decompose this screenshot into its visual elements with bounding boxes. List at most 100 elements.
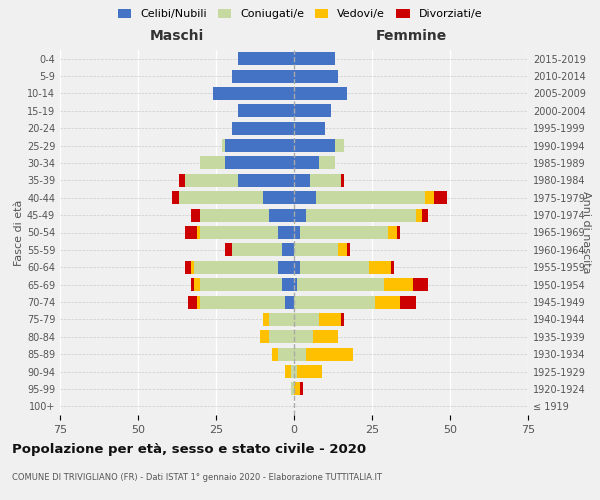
Bar — [310, 174, 341, 187]
Bar — [294, 208, 307, 222]
Bar — [319, 313, 341, 326]
Bar — [232, 70, 294, 82]
Bar — [300, 382, 304, 396]
Bar — [222, 139, 226, 152]
Bar — [294, 244, 338, 256]
Bar — [341, 313, 344, 326]
Bar — [179, 191, 263, 204]
Bar — [200, 156, 226, 170]
Bar — [191, 278, 194, 291]
Bar — [185, 226, 197, 239]
Bar — [313, 330, 338, 344]
Bar — [272, 348, 278, 360]
Bar — [347, 244, 350, 256]
Bar — [294, 104, 331, 118]
Bar — [297, 278, 385, 291]
Y-axis label: Fasce di età: Fasce di età — [14, 200, 24, 266]
Bar — [294, 122, 325, 134]
Bar — [422, 208, 428, 222]
Bar — [294, 278, 297, 291]
Bar — [238, 52, 294, 65]
Bar — [369, 260, 391, 274]
Bar — [341, 174, 344, 187]
Bar — [260, 330, 269, 344]
Bar — [179, 174, 185, 187]
Bar — [191, 260, 194, 274]
Bar — [294, 348, 307, 360]
Bar — [188, 296, 197, 308]
Bar — [385, 278, 413, 291]
Bar — [232, 244, 281, 256]
Bar — [400, 296, 416, 308]
Bar — [232, 122, 294, 134]
Bar — [291, 365, 294, 378]
Bar — [269, 330, 294, 344]
Bar — [294, 313, 319, 326]
Bar — [197, 226, 200, 239]
Bar — [397, 226, 400, 239]
Bar — [200, 208, 269, 222]
Bar — [434, 191, 447, 204]
Bar — [194, 260, 278, 274]
Bar — [294, 87, 347, 100]
Bar — [307, 208, 416, 222]
Bar — [294, 52, 335, 65]
Bar — [226, 244, 232, 256]
Bar — [238, 104, 294, 118]
Bar — [278, 348, 294, 360]
Bar — [200, 296, 284, 308]
Bar — [197, 296, 200, 308]
Text: Maschi: Maschi — [150, 29, 204, 43]
Legend: Celibi/Nubili, Coniugati/e, Vedovi/e, Divorziati/e: Celibi/Nubili, Coniugati/e, Vedovi/e, Di… — [115, 6, 485, 22]
Bar — [191, 208, 200, 222]
Bar — [185, 260, 191, 274]
Bar — [284, 296, 294, 308]
Bar — [278, 226, 294, 239]
Bar — [281, 244, 294, 256]
Bar — [284, 365, 291, 378]
Bar — [375, 296, 400, 308]
Bar — [294, 191, 316, 204]
Bar — [172, 191, 179, 204]
Bar — [425, 191, 434, 204]
Bar — [338, 244, 347, 256]
Bar — [391, 260, 394, 274]
Bar — [294, 365, 297, 378]
Bar — [200, 278, 281, 291]
Bar — [194, 278, 200, 291]
Bar — [319, 156, 335, 170]
Bar — [416, 208, 422, 222]
Bar — [294, 70, 338, 82]
Bar — [294, 382, 300, 396]
Bar — [281, 278, 294, 291]
Bar — [413, 278, 428, 291]
Bar — [294, 226, 300, 239]
Bar — [200, 226, 278, 239]
Text: COMUNE DI TRIVIGLIANO (FR) - Dati ISTAT 1° gennaio 2020 - Elaborazione TUTTITALI: COMUNE DI TRIVIGLIANO (FR) - Dati ISTAT … — [12, 472, 382, 482]
Bar — [291, 382, 294, 396]
Bar — [335, 139, 344, 152]
Text: Femmine: Femmine — [376, 29, 446, 43]
Bar — [213, 87, 294, 100]
Bar — [294, 296, 375, 308]
Bar — [307, 348, 353, 360]
Bar — [294, 260, 300, 274]
Bar — [388, 226, 397, 239]
Text: Popolazione per età, sesso e stato civile - 2020: Popolazione per età, sesso e stato civil… — [12, 442, 366, 456]
Bar — [269, 208, 294, 222]
Bar — [300, 226, 388, 239]
Bar — [263, 191, 294, 204]
Bar — [294, 156, 319, 170]
Bar — [278, 260, 294, 274]
Y-axis label: Anni di nascita: Anni di nascita — [581, 191, 591, 274]
Bar — [226, 156, 294, 170]
Bar — [226, 139, 294, 152]
Bar — [294, 174, 310, 187]
Bar — [297, 365, 322, 378]
Bar — [269, 313, 294, 326]
Bar — [300, 260, 369, 274]
Bar — [238, 174, 294, 187]
Bar — [294, 139, 335, 152]
Bar — [294, 330, 313, 344]
Bar — [263, 313, 269, 326]
